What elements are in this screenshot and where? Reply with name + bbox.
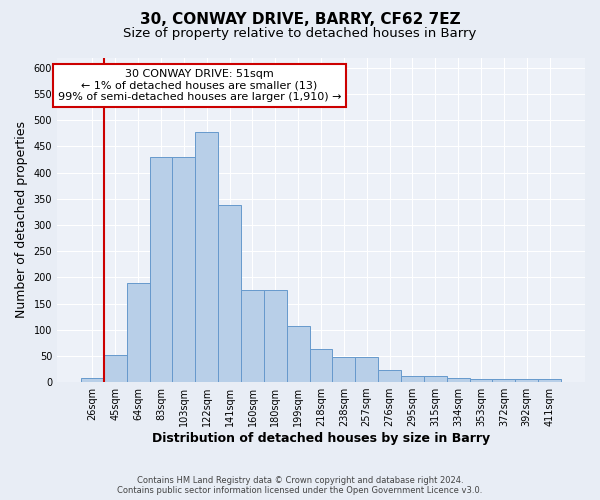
- Bar: [378, 370, 401, 382]
- Bar: [493, 380, 515, 382]
- Bar: [241, 290, 264, 382]
- Bar: [127, 282, 149, 382]
- Text: Size of property relative to detached houses in Barry: Size of property relative to detached ho…: [124, 28, 476, 40]
- Text: 30 CONWAY DRIVE: 51sqm
← 1% of detached houses are smaller (13)
99% of semi-deta: 30 CONWAY DRIVE: 51sqm ← 1% of detached …: [58, 69, 341, 102]
- Bar: [149, 157, 172, 382]
- Bar: [81, 378, 104, 382]
- Bar: [172, 157, 196, 382]
- Text: 30, CONWAY DRIVE, BARRY, CF62 7EZ: 30, CONWAY DRIVE, BARRY, CF62 7EZ: [140, 12, 460, 28]
- Y-axis label: Number of detached properties: Number of detached properties: [15, 122, 28, 318]
- Bar: [218, 205, 241, 382]
- Text: Contains HM Land Registry data © Crown copyright and database right 2024.
Contai: Contains HM Land Registry data © Crown c…: [118, 476, 482, 495]
- X-axis label: Distribution of detached houses by size in Barry: Distribution of detached houses by size …: [152, 432, 490, 445]
- Bar: [470, 379, 493, 382]
- Bar: [447, 378, 470, 382]
- Bar: [196, 132, 218, 382]
- Bar: [515, 379, 538, 382]
- Bar: [287, 326, 310, 382]
- Bar: [424, 376, 447, 382]
- Bar: [264, 290, 287, 382]
- Bar: [332, 357, 355, 382]
- Bar: [538, 380, 561, 382]
- Bar: [104, 355, 127, 382]
- Bar: [310, 349, 332, 382]
- Bar: [355, 358, 378, 382]
- Bar: [401, 376, 424, 382]
